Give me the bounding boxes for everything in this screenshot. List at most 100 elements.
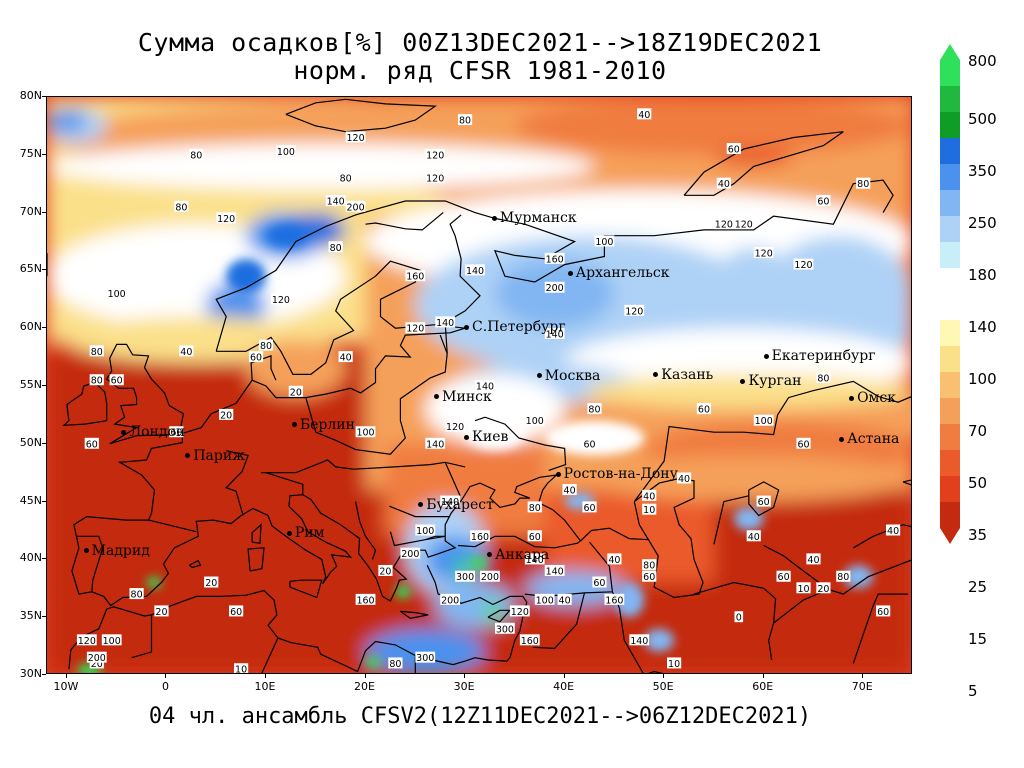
legend-label: 50 bbox=[968, 474, 988, 492]
lon-tick-label: 20E bbox=[354, 680, 375, 693]
coastline bbox=[683, 131, 844, 196]
city-label: Архангельск bbox=[567, 265, 669, 281]
contour-label: 120 bbox=[509, 605, 530, 618]
lon-tick bbox=[862, 674, 864, 678]
contour-label: 80 bbox=[174, 200, 189, 213]
contour-label: 20 bbox=[204, 576, 219, 589]
legend-swatch bbox=[940, 112, 960, 138]
svg-text:300: 300 bbox=[456, 572, 474, 583]
svg-text:60: 60 bbox=[170, 428, 182, 439]
contour-label: 60 bbox=[582, 437, 597, 450]
svg-text:300: 300 bbox=[416, 653, 434, 664]
lon-tick bbox=[65, 674, 67, 678]
lat-tick-label: 70N bbox=[19, 204, 42, 218]
contour-label: 140 bbox=[629, 634, 650, 647]
coastline bbox=[400, 610, 429, 620]
contour-label: 40 bbox=[557, 593, 572, 606]
contour-label: 80 bbox=[89, 374, 104, 387]
city-name: С.Петербург bbox=[472, 319, 566, 336]
city-name: Киев bbox=[472, 429, 509, 446]
svg-text:140: 140 bbox=[476, 382, 494, 393]
contour-label: 80 bbox=[457, 114, 473, 127]
contour-label: 80 bbox=[642, 559, 657, 572]
svg-text:120: 120 bbox=[446, 422, 464, 433]
lon-tick bbox=[663, 674, 665, 678]
svg-text:140: 140 bbox=[546, 329, 564, 340]
city-label: Ростов-на-Дону bbox=[555, 466, 678, 482]
svg-text:100: 100 bbox=[416, 526, 434, 537]
city-name: Берлин bbox=[299, 416, 355, 433]
svg-text:80: 80 bbox=[389, 659, 401, 670]
coastline bbox=[693, 581, 777, 661]
svg-text:80: 80 bbox=[643, 561, 655, 572]
legend-label: 5 bbox=[968, 682, 978, 700]
contour-label: 80 bbox=[388, 657, 403, 670]
contour-label: 140 bbox=[544, 564, 565, 577]
lat-tick bbox=[42, 558, 46, 560]
city-name: Минск bbox=[442, 388, 492, 405]
contour-label: 60 bbox=[696, 403, 712, 416]
city-label: Астана bbox=[839, 431, 899, 447]
coastline bbox=[261, 459, 395, 474]
contour-label: 120 bbox=[733, 218, 754, 231]
contour-label: 80 bbox=[338, 171, 353, 184]
svg-text:140: 140 bbox=[630, 636, 648, 647]
svg-text:140: 140 bbox=[426, 439, 444, 450]
svg-text:100: 100 bbox=[108, 289, 126, 300]
legend-label: 25 bbox=[968, 578, 988, 596]
contour-label: 100 bbox=[534, 593, 555, 606]
coastline bbox=[105, 343, 185, 445]
city-label: Казань bbox=[653, 367, 713, 383]
svg-text:20: 20 bbox=[155, 607, 167, 618]
city-marker-icon bbox=[740, 378, 746, 384]
contour-label: 60 bbox=[582, 501, 597, 514]
contour-label: 140 bbox=[435, 316, 456, 329]
contour-label: 20 bbox=[816, 582, 831, 595]
contour-label: 80 bbox=[328, 241, 343, 254]
city-name: Рим bbox=[294, 525, 325, 542]
city-marker-icon bbox=[567, 270, 573, 276]
contour-label: 300 bbox=[494, 622, 515, 635]
city-marker-icon bbox=[763, 353, 769, 359]
svg-text:60: 60 bbox=[529, 532, 541, 543]
contour-label: 80 bbox=[189, 148, 204, 161]
svg-text:140: 140 bbox=[526, 555, 544, 566]
svg-text:120: 120 bbox=[735, 220, 753, 231]
city-marker-icon bbox=[83, 548, 89, 554]
coastline bbox=[62, 381, 108, 426]
contour-label: 120 bbox=[753, 247, 774, 260]
lon-tick bbox=[762, 674, 764, 678]
svg-text:20: 20 bbox=[91, 659, 103, 670]
legend-arrow-up-icon bbox=[940, 44, 960, 60]
legend-swatch bbox=[940, 60, 960, 86]
svg-text:80: 80 bbox=[131, 590, 143, 601]
svg-text:160: 160 bbox=[605, 595, 623, 606]
city-name: Мадрид bbox=[91, 542, 150, 559]
svg-text:100: 100 bbox=[595, 237, 613, 248]
city-marker-icon bbox=[653, 372, 659, 378]
legend-swatch bbox=[940, 372, 960, 398]
coastline bbox=[305, 334, 448, 455]
contour-label: 60 bbox=[248, 351, 264, 364]
svg-text:140: 140 bbox=[546, 566, 564, 577]
city-name: Екатеринбург bbox=[771, 348, 876, 365]
lon-tick bbox=[364, 674, 366, 678]
legend-swatch bbox=[940, 164, 960, 190]
svg-text:160: 160 bbox=[521, 636, 539, 647]
lon-tick-label: 0 bbox=[161, 680, 169, 693]
city-marker-icon bbox=[121, 429, 127, 435]
color-legend: 800 500 350 250 180 140 100 70 50 35 25 15 5 bbox=[940, 40, 1024, 740]
lat-tick bbox=[42, 616, 46, 618]
coastline bbox=[365, 212, 444, 231]
svg-text:120: 120 bbox=[217, 214, 235, 225]
lat-tick bbox=[42, 385, 46, 386]
contour-label: 0 bbox=[734, 611, 744, 624]
city-name: Бухарест bbox=[426, 496, 494, 513]
coastline bbox=[215, 179, 894, 352]
city-marker-icon bbox=[536, 373, 542, 379]
legend-label: 140 bbox=[968, 318, 997, 336]
city-marker-icon bbox=[849, 395, 855, 401]
contour-label: 40 bbox=[637, 108, 652, 121]
lon-tick-label: 60E bbox=[752, 680, 774, 693]
